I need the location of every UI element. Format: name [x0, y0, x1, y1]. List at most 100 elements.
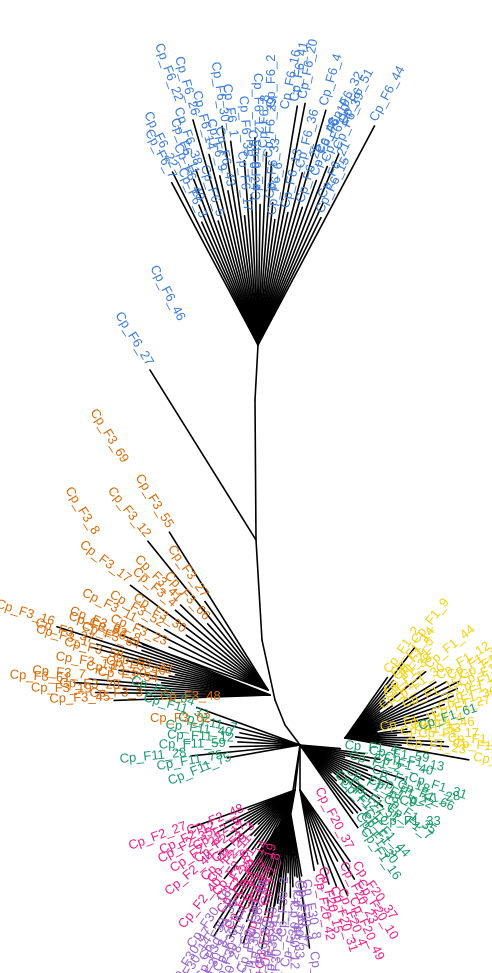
tip-branch [257, 165, 329, 346]
tip-branch [129, 584, 269, 691]
tip-label: Cp_F3_34 [97, 663, 159, 685]
tip-label: Cp_F3_17 [77, 537, 134, 586]
tip-label: Cp_F1_29 [472, 749, 492, 774]
tip-label: Cp_F1_33 [400, 720, 461, 738]
tip-branch [171, 171, 259, 346]
tip-branch [179, 604, 269, 691]
tip-branch [257, 161, 273, 346]
tip-branch [185, 634, 269, 691]
tip-branch [299, 744, 359, 829]
tip-label: Cp_F1_17 [418, 725, 479, 740]
tip-branch [192, 119, 259, 346]
tip-label: Cp_F30_17 [292, 879, 312, 948]
tip-label: Cp_F3_3 [89, 684, 143, 700]
tip-branch [189, 744, 301, 757]
tip-label: Cp_F6_6 [263, 161, 285, 216]
tip-branch [213, 809, 291, 937]
tip-branch [299, 789, 315, 872]
tip-branch [299, 789, 356, 880]
tip-branch [73, 681, 271, 696]
tip-label: Cp_F30_41 [261, 912, 283, 973]
tip-branch [137, 623, 269, 691]
tip-label: Cp_F6_33 [261, 137, 282, 199]
tip-branch [260, 809, 291, 950]
tip-branch [242, 809, 291, 944]
tip-branch [344, 680, 460, 739]
tip-label: Cp_F30_12 [287, 901, 302, 969]
tip-branch [257, 109, 327, 346]
tip-branch [257, 105, 299, 346]
tip-branch [257, 102, 306, 346]
tip-label: Cp_F3_8 [62, 484, 103, 537]
tip-label: Cp_F3_62 [150, 710, 211, 725]
tip-label: Cp_F3_48 [160, 688, 221, 703]
tip-label: Cp_F6_1 [220, 83, 242, 138]
tip-branch [299, 789, 349, 897]
tip-branch [257, 179, 318, 346]
tip-branch [226, 744, 301, 759]
tip-label: Cp_F1_50 [447, 730, 492, 747]
tip-label: Cp_F3_16 [0, 596, 57, 629]
branch-to-F6_27 [149, 369, 257, 541]
tip-branch [234, 736, 301, 746]
tip-labels: Cp_F6_7Cp_F6_22Cp_F6_3Cp_F6_40Cp_F6_11Cp… [0, 38, 492, 973]
tip-label: Cp_F6_27 [112, 309, 157, 368]
tip-branch [299, 744, 405, 780]
tip-branch [257, 172, 304, 346]
tip-branch [344, 695, 454, 739]
tip-label: Cp_F1_6 [452, 735, 492, 754]
tip-label: Cp_F3_19 [31, 680, 92, 696]
tip-label: Cp_F1_46 [413, 713, 475, 734]
tip-branch [218, 175, 259, 346]
tip-branch [221, 125, 259, 346]
tip-branch [192, 178, 259, 346]
tip-branch [233, 809, 291, 891]
tip-label: Cp_F3_45 [49, 689, 110, 706]
tip-label: Cp_F6_35 [237, 95, 256, 157]
tip-branch [56, 625, 271, 696]
tip-branch [217, 789, 296, 856]
backbone-branch [254, 344, 259, 401]
tip-label: Cp_F30_33 [290, 890, 308, 958]
tip-label: Cp_F1_33 [380, 813, 441, 828]
tip-label: Cp_F11_59 [159, 735, 226, 752]
tip-branch [174, 609, 269, 691]
tip-label: Cp_F1_4 [344, 737, 399, 757]
tip-label: Cp_F6_46 [147, 262, 189, 323]
tip-label: Cp_F6_45 [248, 140, 264, 201]
tip-branch [195, 169, 259, 346]
tip-label: Cp_F30_2 [274, 876, 291, 937]
tip-branch [344, 681, 448, 739]
tip-branch [299, 789, 339, 862]
tip-branch [344, 681, 437, 739]
tip-branch [121, 634, 271, 696]
tip-branch [229, 140, 259, 346]
tip-branch [170, 181, 259, 346]
tip-branch [190, 789, 296, 829]
tip-branch [254, 136, 259, 346]
tip-label: Cp_F6_12 [251, 73, 267, 134]
tip-branch [168, 646, 269, 691]
tip-branch [299, 789, 330, 885]
tip-branch [257, 151, 268, 346]
tip-label: Cp_F11_28 [119, 744, 187, 766]
tip-branch [223, 789, 296, 880]
backbone-branch [274, 699, 286, 726]
tip-branch [204, 600, 269, 691]
tip-label: Cp_F6_29 [260, 97, 279, 159]
tip-branch [257, 153, 340, 346]
tip-branch [299, 789, 338, 888]
tip-branch [299, 789, 351, 863]
backbone-branch [255, 539, 263, 641]
tip-label: Cp_F3_61 [9, 666, 71, 685]
tip-branch [229, 744, 301, 748]
tip-label: Cp_F6_2 [263, 55, 278, 108]
tip-branch [163, 628, 269, 691]
tip-label: Cp_F30_4 [295, 880, 316, 942]
tip-branch [168, 531, 269, 691]
tip-label: Cp_F30_21 [307, 950, 331, 973]
tip-label: Cp_F11_12 [167, 726, 235, 744]
tip-branch [344, 737, 470, 761]
